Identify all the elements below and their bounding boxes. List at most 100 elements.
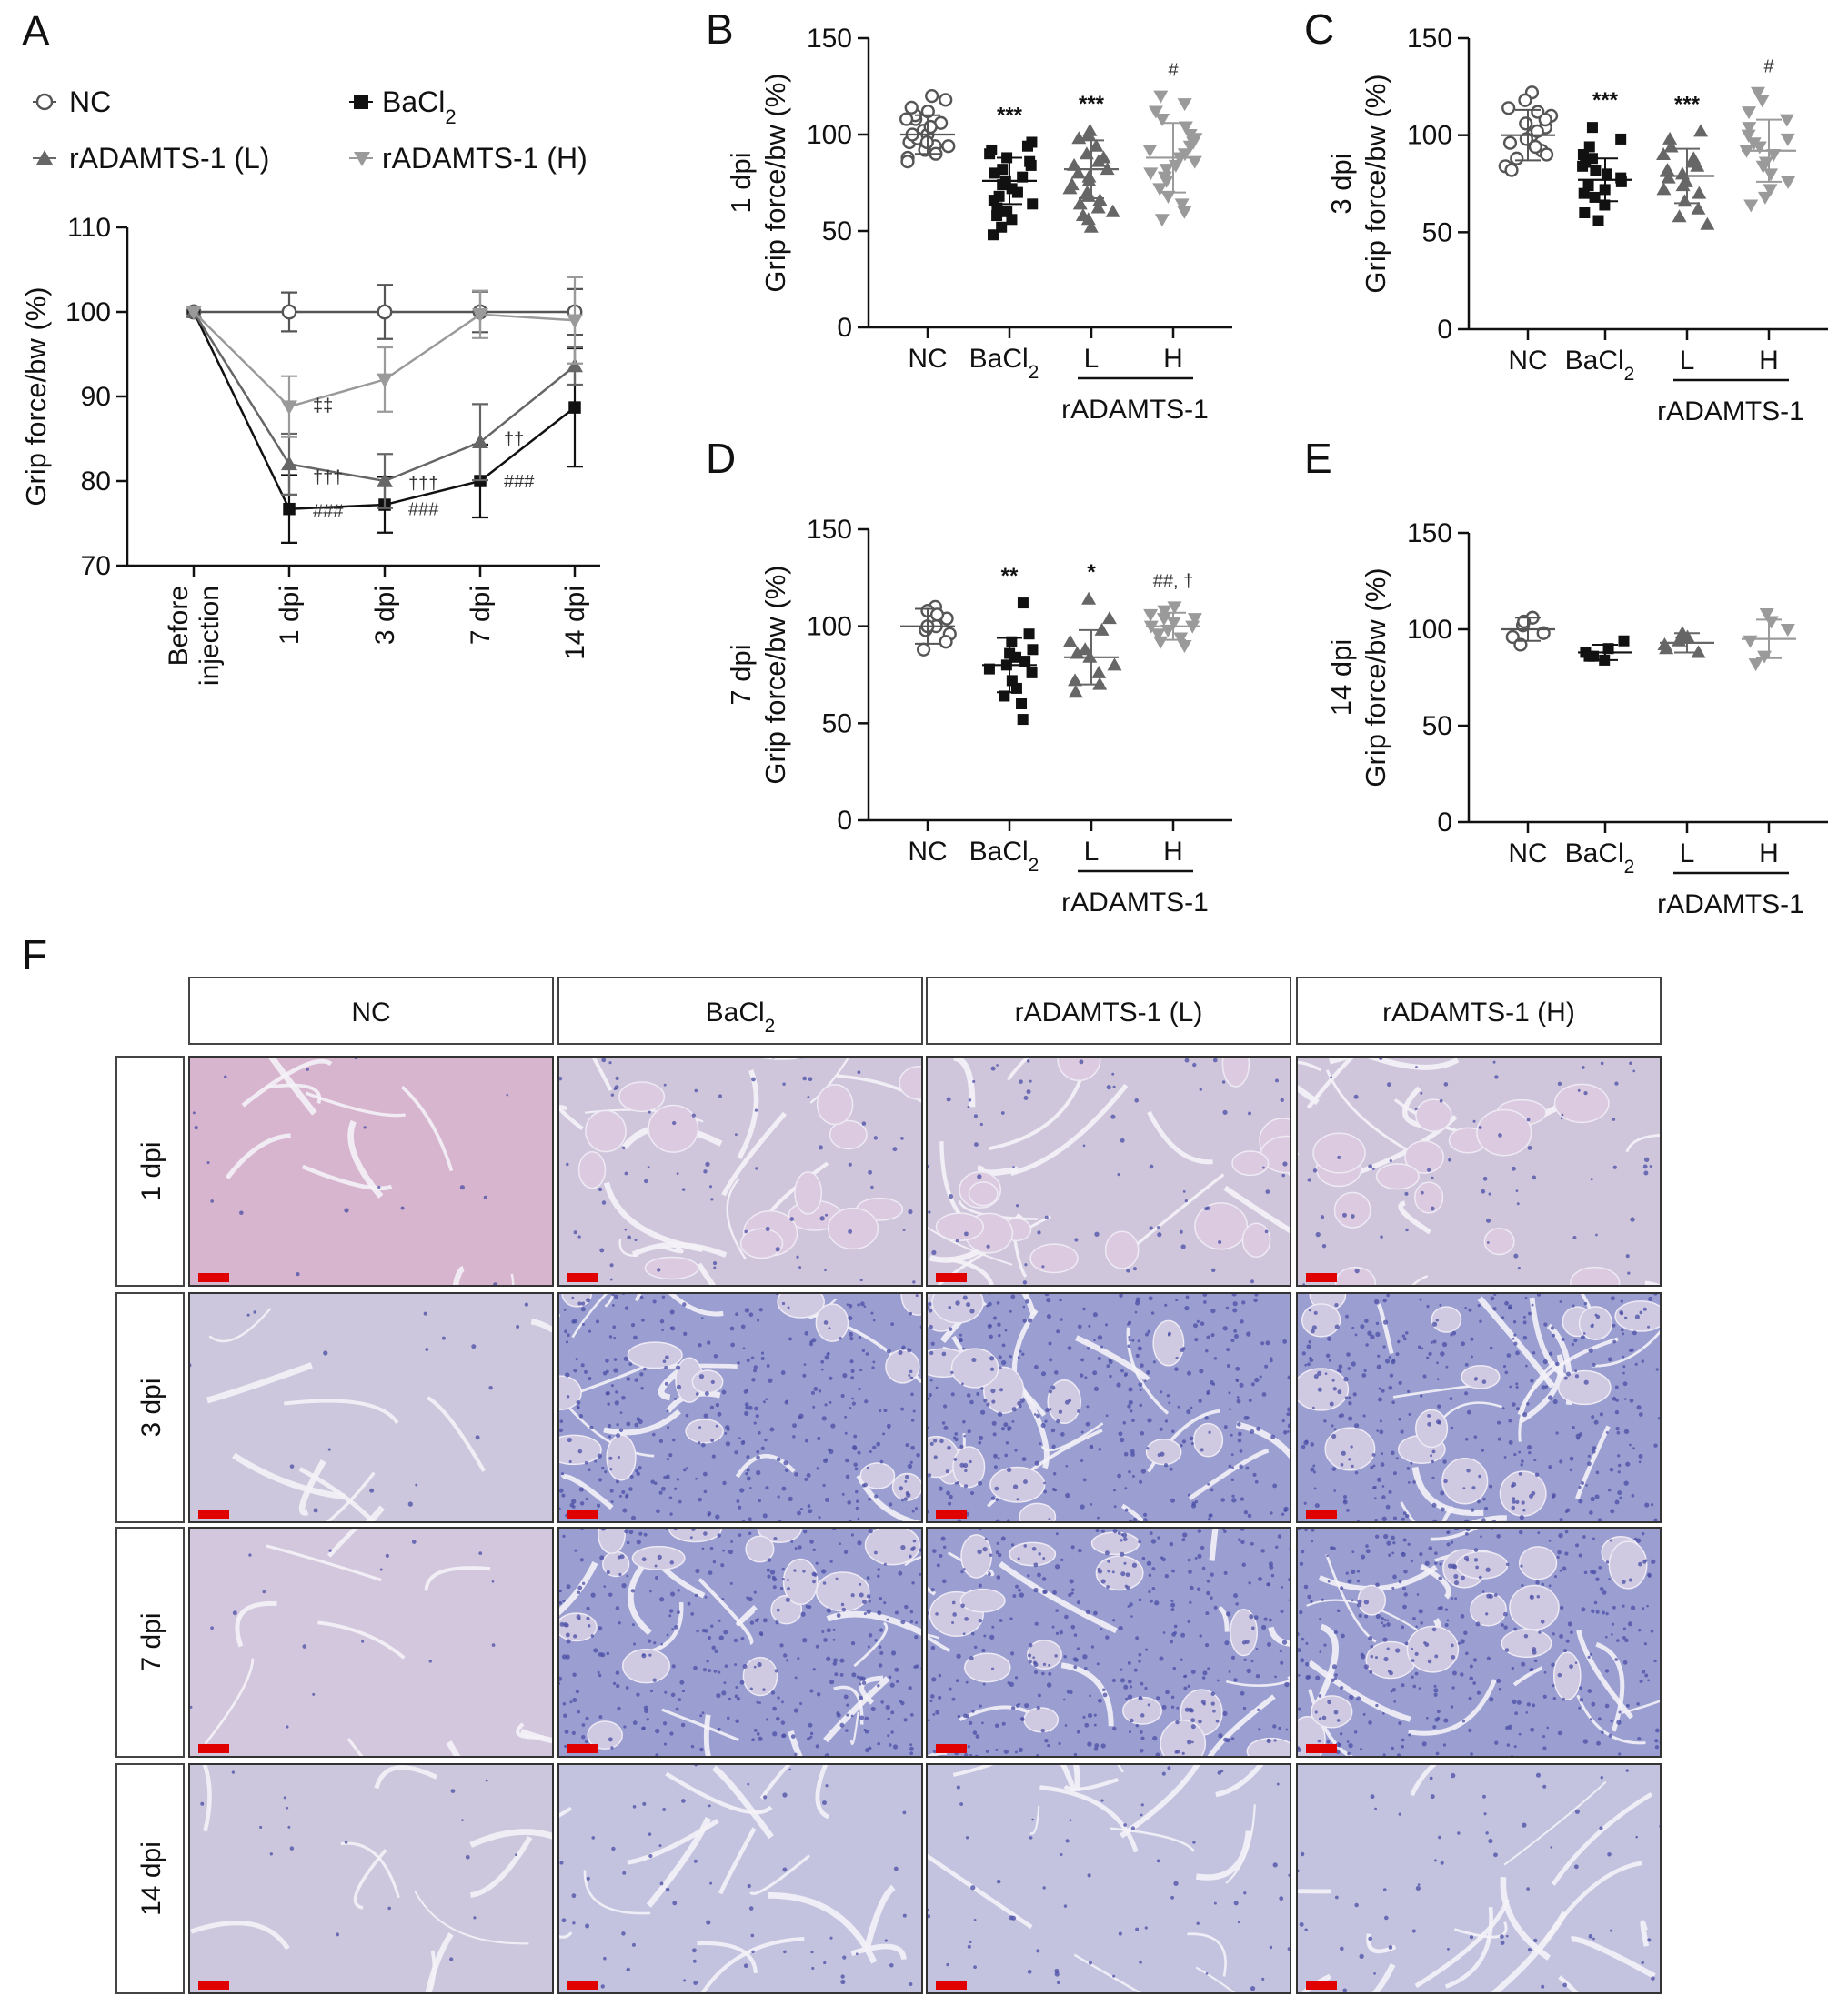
cell-nucleus — [1418, 1609, 1423, 1614]
muscle-fiber — [1455, 1550, 1509, 1580]
fiber-boundary — [1006, 1057, 1031, 1081]
cell-nucleus — [908, 1209, 913, 1215]
data-point-rH — [1168, 159, 1183, 173]
cell-nucleus — [1085, 1421, 1090, 1427]
cell-nucleus — [617, 1455, 620, 1459]
cell-nucleus — [1383, 1656, 1389, 1662]
cell-nucleus — [1555, 1431, 1559, 1435]
cell-nucleus — [614, 1294, 618, 1299]
data-point-rL — [1101, 611, 1117, 625]
data-point-rL — [1692, 186, 1707, 199]
cell-nucleus — [1010, 1543, 1015, 1547]
cell-nucleus — [1382, 1712, 1385, 1715]
cell-nucleus — [1307, 1362, 1311, 1367]
tile-background — [927, 1764, 1291, 1993]
cell-nucleus — [1578, 1706, 1582, 1710]
cell-nucleus — [1434, 1717, 1440, 1722]
data-point-nc — [904, 100, 919, 115]
data-point-rL — [1083, 219, 1099, 233]
cell-nucleus — [1312, 1406, 1315, 1409]
panel-a-y-label: Grip force/bw (%) — [20, 286, 52, 506]
cell-nucleus — [1636, 1405, 1642, 1410]
cell-nucleus — [1317, 1387, 1322, 1392]
cell-nucleus — [910, 1445, 915, 1450]
cell-nucleus — [607, 1423, 612, 1429]
cell-nucleus — [1552, 1684, 1555, 1688]
cell-nucleus — [1109, 1374, 1112, 1379]
data-point-rH — [567, 314, 583, 329]
cell-nucleus — [1620, 1328, 1624, 1332]
cell-nucleus — [999, 1366, 1002, 1370]
fiber-boundary — [697, 1262, 717, 1286]
cell-nucleus — [942, 1545, 947, 1550]
fiber-boundary — [1195, 1830, 1252, 1881]
cell-nucleus — [1210, 1333, 1215, 1338]
cell-nucleus — [1508, 1306, 1512, 1310]
cell-nucleus — [1170, 1895, 1174, 1900]
cell-nucleus — [560, 1472, 565, 1476]
cell-nucleus — [1575, 1543, 1579, 1548]
cell-nucleus — [664, 1690, 668, 1694]
cell-nucleus — [1213, 1357, 1218, 1360]
fiber-boundary — [1040, 1785, 1139, 1853]
cell-nucleus — [1127, 1679, 1132, 1684]
cell-nucleus — [232, 1610, 237, 1616]
cell-nucleus — [1512, 1499, 1516, 1504]
data-point-nc — [1517, 614, 1532, 629]
fiber-boundary — [853, 1621, 889, 1668]
cell-nucleus — [581, 1322, 586, 1326]
scale-bar — [1306, 1981, 1337, 1990]
cell-nucleus — [909, 1311, 913, 1316]
cell-nucleus — [302, 1644, 307, 1649]
cell-nucleus — [1622, 1627, 1626, 1630]
cell-nucleus — [963, 1462, 969, 1469]
cell-nucleus — [797, 1510, 801, 1516]
cell-nucleus — [835, 1577, 839, 1580]
data-point-nc — [1502, 135, 1518, 150]
cell-nucleus — [1598, 1717, 1602, 1721]
cell-nucleus — [1582, 1535, 1586, 1539]
cell-nucleus — [1101, 1688, 1106, 1692]
cell-nucleus — [1442, 1459, 1447, 1464]
cell-nucleus — [794, 1752, 798, 1757]
cell-nucleus — [1280, 1660, 1284, 1665]
x-tick-label-nc: NC — [1508, 346, 1547, 376]
cell-nucleus — [1284, 1681, 1290, 1688]
cell-nucleus — [993, 1453, 998, 1459]
cell-nucleus — [1347, 1367, 1351, 1370]
cell-nucleus — [1548, 1584, 1552, 1588]
fiber-boundary — [735, 1453, 796, 1479]
cell-nucleus — [1469, 1935, 1474, 1940]
cell-nucleus — [1231, 1466, 1234, 1469]
cell-nucleus — [1391, 1688, 1397, 1692]
cell-nucleus — [638, 1466, 642, 1470]
cell-nucleus — [1514, 1711, 1518, 1716]
legend-marker-rh — [354, 152, 370, 166]
cell-nucleus — [758, 1631, 764, 1636]
cell-nucleus — [762, 1688, 766, 1691]
cell-nucleus — [810, 1950, 814, 1954]
cell-nucleus — [758, 1736, 763, 1741]
fiber-boundary — [1120, 1764, 1201, 1839]
cell-nucleus — [1433, 1859, 1437, 1862]
cell-nucleus — [775, 1620, 779, 1625]
cell-nucleus — [572, 1921, 576, 1925]
significance-mark: *** — [997, 103, 1023, 127]
cell-nucleus — [1434, 1561, 1438, 1565]
cell-nucleus — [978, 1583, 982, 1588]
cell-nucleus — [1205, 1972, 1209, 1975]
cell-nucleus — [558, 1589, 562, 1593]
cell-nucleus — [1135, 1297, 1141, 1302]
cell-nucleus — [1634, 1314, 1640, 1319]
cell-nucleus — [1334, 1673, 1338, 1677]
cell-nucleus — [1250, 1986, 1256, 1991]
cell-nucleus — [1496, 1678, 1502, 1684]
cell-nucleus — [802, 1373, 807, 1378]
cell-nucleus — [565, 1372, 570, 1378]
cell-nucleus — [1470, 1337, 1474, 1341]
histology-tile — [926, 1763, 1291, 1994]
cell-nucleus — [411, 1540, 417, 1544]
fiber-boundary — [190, 1921, 290, 1951]
cell-nucleus — [1032, 1656, 1036, 1660]
cell-nucleus — [979, 1122, 983, 1127]
